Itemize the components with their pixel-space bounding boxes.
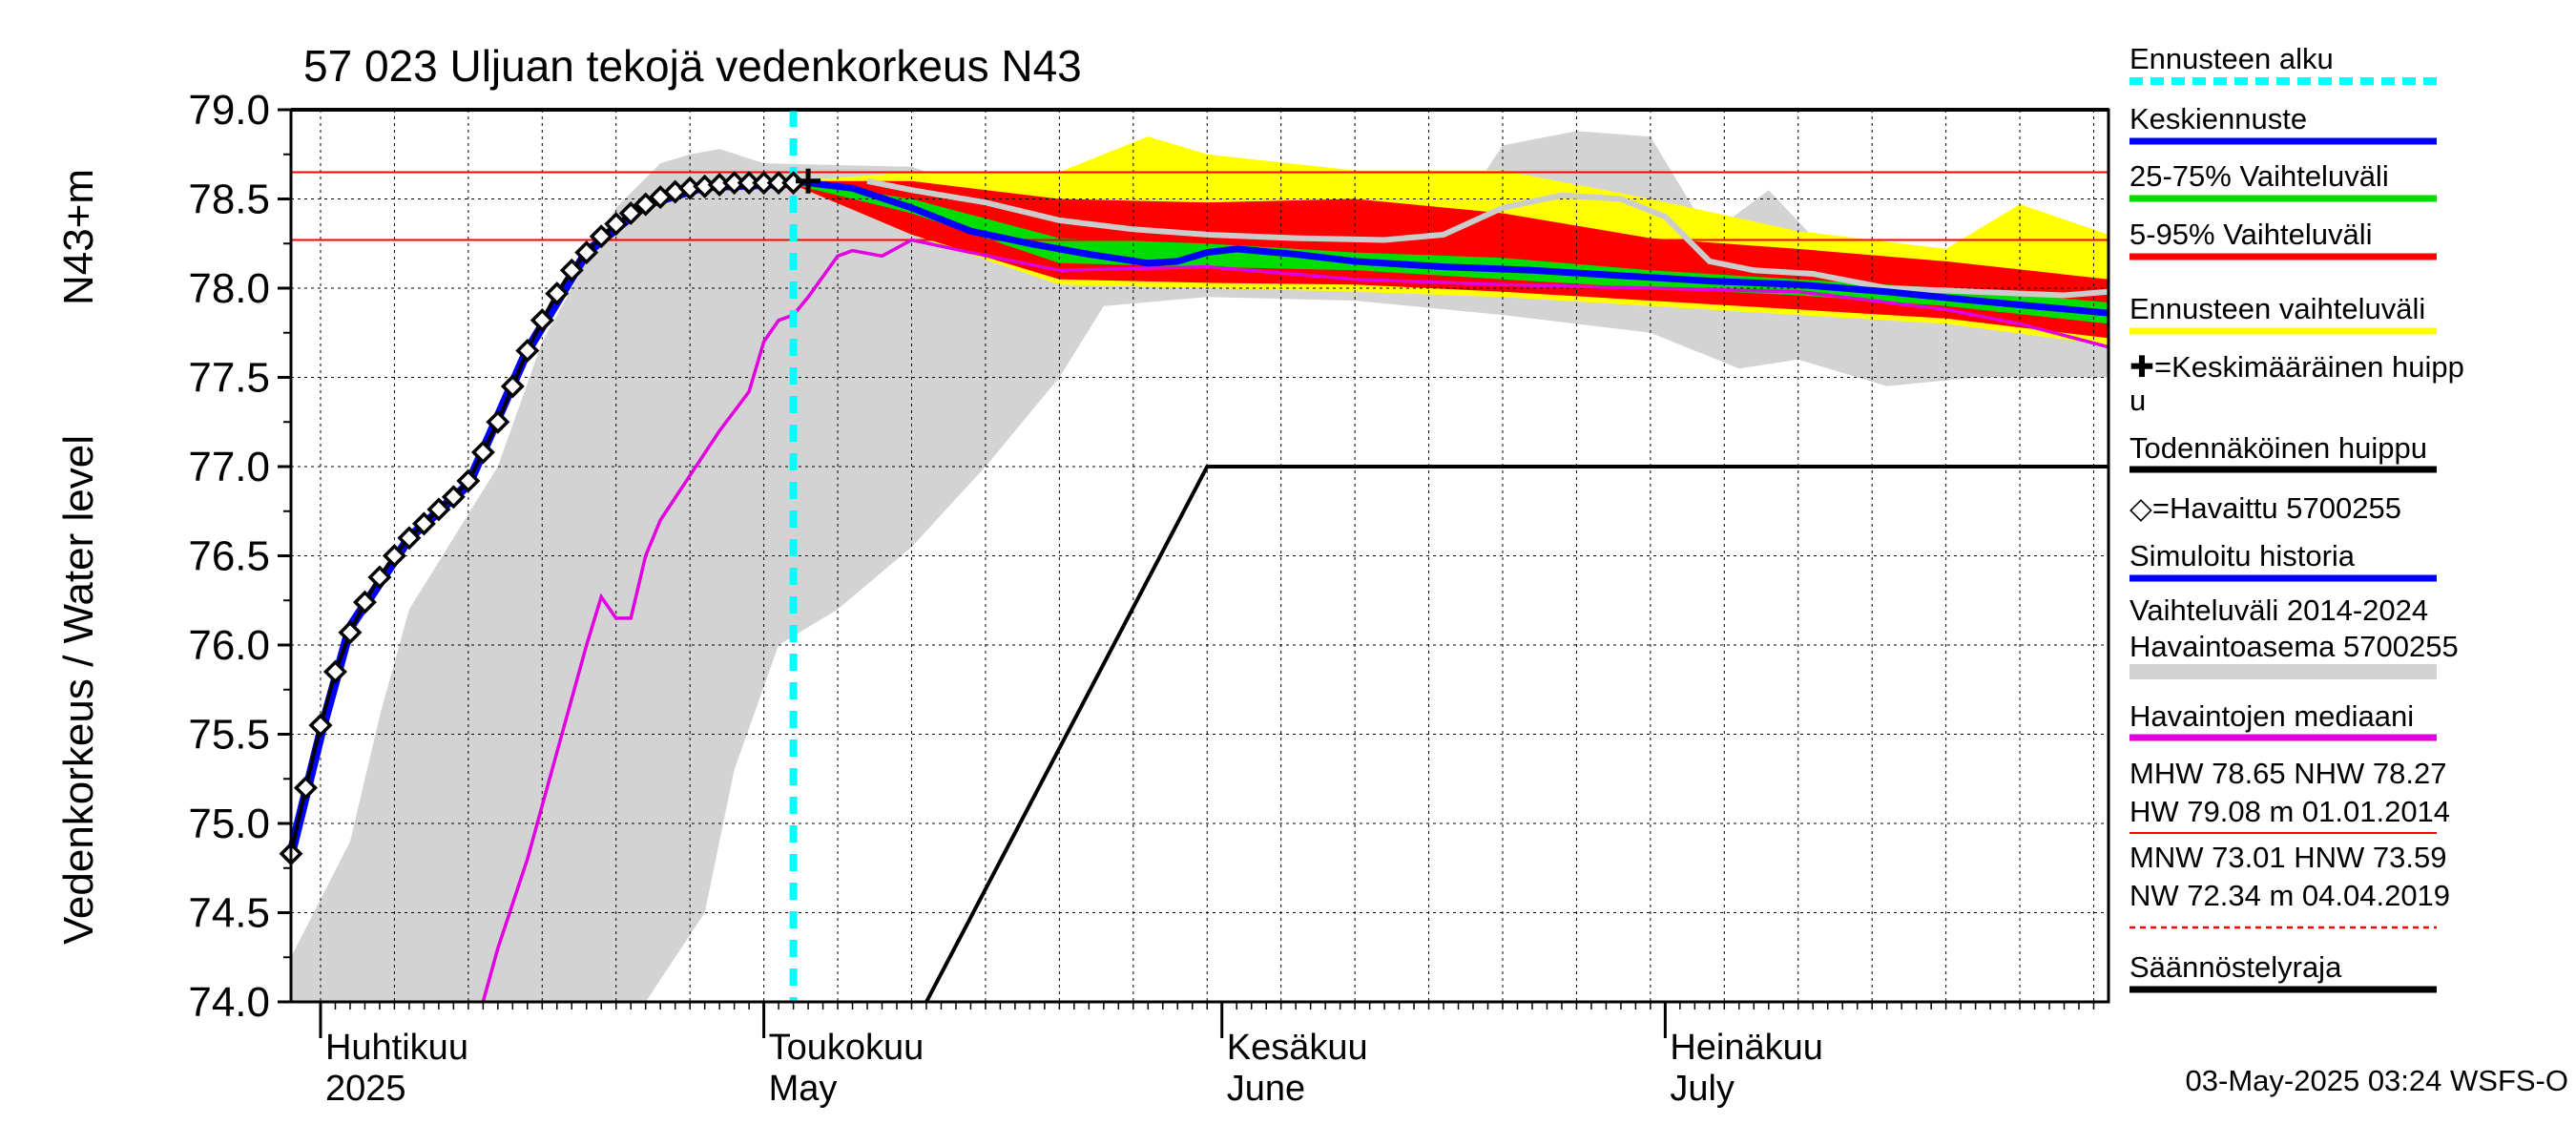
legend-label-line2: u — [2129, 384, 2146, 417]
y-tick-label: 76.5 — [188, 533, 270, 580]
legend: Ennusteen alku Keskiennuste 25-75% Vaihtel… — [2129, 42, 2464, 993]
y-tick-label: 76.0 — [188, 622, 270, 669]
y-axis-unit: N43+m — [55, 169, 102, 305]
x-month-label: Huhtikuu — [325, 1028, 468, 1068]
y-tick-label: 75.5 — [188, 712, 270, 759]
observed-point — [397, 526, 422, 551]
y-tick-label: 74.5 — [188, 890, 270, 937]
legend-label: 25-75% Vaihteluväli — [2129, 159, 2389, 193]
observed-point — [589, 224, 613, 249]
observed-point — [338, 620, 363, 645]
observed-point — [456, 468, 481, 493]
observed-point — [545, 281, 570, 306]
legend-label: MHW 78.65 NHW 78.27 — [2129, 757, 2447, 790]
y-tick-label: 78.5 — [188, 177, 270, 223]
legend-label: Todennäköinen huippu — [2129, 431, 2427, 465]
observed-point — [441, 485, 466, 510]
observed-point — [352, 590, 377, 614]
chart-title: 57 023 Uljuan tekojä vedenkorkeus N43 — [303, 41, 1082, 91]
y-tick-label: 74.0 — [188, 979, 270, 1026]
legend-label: MNW 73.01 HNW 73.59 — [2129, 841, 2447, 874]
legend-label: Ennusteen alku — [2129, 42, 2334, 75]
x-month-label: Toukokuu — [769, 1028, 924, 1068]
observed-point — [294, 776, 318, 801]
probable-peak-line — [924, 465, 2109, 1003]
legend-label: Keskiennuste — [2129, 102, 2307, 135]
observed-point — [308, 713, 333, 738]
y-axis: 74.0 74.5 75.0 75.5 76.0 76.5 77.0 77.5 78.0 78.5… — [188, 87, 291, 1026]
history-range-band — [291, 131, 2109, 1002]
observed-markers — [279, 168, 821, 866]
mean-peak-marker — [796, 168, 821, 194]
legend-label: Havaintojen mediaani — [2129, 699, 2414, 733]
mean-forecast-line — [793, 177, 2109, 317]
observed-point — [486, 409, 510, 434]
y-tick-label: 79.0 — [188, 87, 270, 134]
observed-point — [500, 374, 525, 399]
x-month-label: Heinäkuu — [1670, 1028, 1823, 1068]
y-tick-label: 78.0 — [188, 265, 270, 312]
legend-label-line2: NW 72.34 m 04.04.2019 — [2129, 879, 2450, 912]
x-month-sublabel: June — [1227, 1069, 1305, 1109]
band-layer — [291, 131, 2109, 1002]
light-history-line — [866, 177, 2109, 299]
x-month-sublabel: 2025 — [325, 1069, 406, 1109]
x-month-sublabel: July — [1670, 1069, 1735, 1109]
observed-point — [604, 212, 629, 237]
observed-point — [367, 565, 392, 590]
observed-point — [426, 497, 451, 522]
legend-label: 5-95% Vaihteluväli — [2129, 218, 2372, 251]
legend-label: Vaihteluväli 2014-2024 — [2129, 593, 2428, 627]
legend-label: ✚=Keskimääräinen huipp — [2129, 350, 2464, 384]
x-month-sublabel: May — [769, 1069, 838, 1109]
observed-point — [515, 338, 540, 363]
observed-point — [322, 659, 347, 684]
observed-point — [634, 192, 658, 217]
observed-point — [574, 240, 599, 265]
observed-point — [470, 440, 495, 465]
y-axis-label: Vedenkorkeus / Water level — [55, 435, 102, 945]
y-tick-label: 77.5 — [188, 355, 270, 402]
observed-point — [411, 511, 436, 536]
observed-point — [559, 258, 584, 282]
legend-label-line2: Havaintoasema 5700255 — [2129, 630, 2459, 663]
legend-label: Ennusteen vaihteluväli — [2129, 292, 2425, 325]
y-tick-label: 77.0 — [188, 444, 270, 490]
legend-label: Simuloitu historia — [2129, 539, 2356, 572]
legend-label-line2: HW 79.08 m 01.01.2014 — [2129, 795, 2450, 828]
band-25-75 — [793, 180, 2109, 324]
observed-point — [618, 200, 643, 225]
observed-point — [530, 308, 554, 333]
legend-label: ◇=Havaittu 5700255 — [2129, 491, 2401, 525]
footer-timestamp: 03-May-2025 03:24 WSFS-O — [2186, 1064, 2568, 1097]
legend-label: Säännöstelyraja — [2129, 950, 2342, 984]
observed-point — [382, 544, 406, 568]
x-month-label: Kesäkuu — [1227, 1028, 1368, 1068]
y-tick-label: 75.0 — [188, 801, 270, 847]
